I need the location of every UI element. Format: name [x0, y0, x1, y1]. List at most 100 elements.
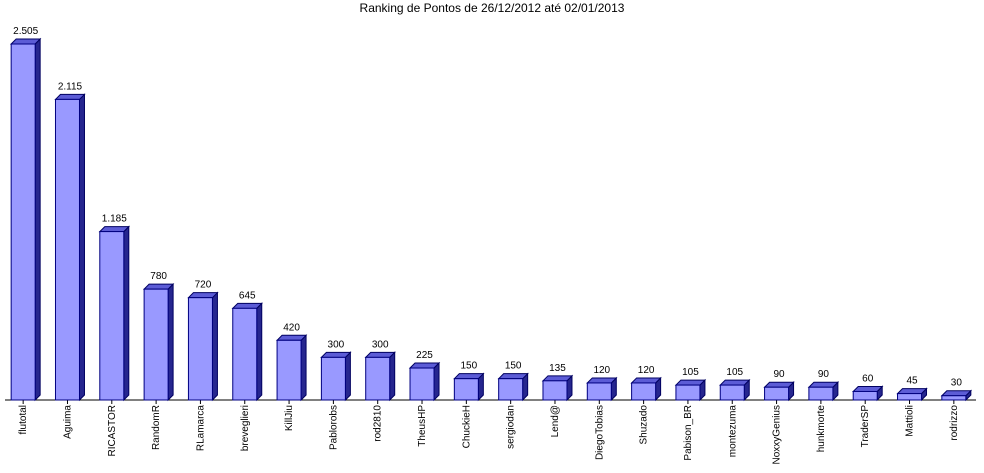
bar-top: [719, 379, 751, 386]
x-tick-label: hunkmorte: [816, 405, 827, 453]
value-label: 2.115: [58, 81, 83, 92]
bar-side: [300, 334, 307, 402]
bar-top: [674, 379, 707, 386]
value-label: 60: [862, 373, 874, 384]
value-label: 45: [906, 376, 918, 387]
value-label: 120: [638, 365, 655, 376]
bar-side: [78, 93, 85, 402]
bar-top: [630, 377, 662, 384]
bar: [719, 384, 745, 401]
value-label: 645: [239, 290, 256, 301]
x-tick-label: montezuma: [727, 405, 738, 458]
bar: [764, 386, 790, 401]
bar-top: [763, 381, 795, 388]
value-label: 105: [682, 367, 699, 378]
x-tick-label: rod2810: [373, 405, 384, 442]
x-tick-label: Pablorobs: [328, 405, 339, 450]
bar-top: [9, 38, 42, 45]
value-label: 1.185: [102, 214, 127, 225]
bar-top: [541, 375, 574, 382]
x-tick-label: RandomR: [151, 405, 162, 450]
value-label: 150: [505, 361, 522, 372]
bar-top: [142, 283, 175, 290]
value-label: 150: [460, 361, 477, 372]
value-label: 105: [726, 367, 743, 378]
bar-side: [34, 37, 41, 402]
bar-side: [123, 225, 130, 402]
bar-top: [364, 351, 396, 358]
bar: [54, 98, 80, 401]
bar-side: [433, 361, 440, 402]
bar: [453, 378, 479, 401]
value-label: 2.505: [13, 26, 38, 37]
x-tick-label: Mattioli: [905, 405, 916, 437]
bar: [941, 395, 967, 401]
bar: [143, 288, 169, 401]
value-label: 135: [549, 363, 566, 374]
x-tick-label: flutotal: [18, 405, 29, 434]
value-label: 300: [328, 339, 345, 350]
bar: [276, 339, 302, 401]
bar: [409, 367, 435, 401]
bar-side: [256, 302, 263, 402]
bar: [365, 356, 391, 401]
bar-top: [851, 385, 884, 392]
x-tick-label: Aguima: [62, 405, 73, 439]
bar-side: [167, 282, 174, 402]
x-tick-label: Shuzado: [639, 405, 650, 445]
value-label: 225: [416, 350, 433, 361]
bar-top: [54, 93, 86, 100]
bar-top: [98, 226, 131, 233]
bar-top: [408, 362, 441, 369]
value-label: 90: [818, 369, 830, 380]
x-tick-label: sergiodan: [506, 405, 517, 449]
bar-side: [344, 351, 351, 402]
bar: [498, 378, 524, 401]
bar-top: [231, 302, 263, 309]
bar: [232, 307, 258, 401]
x-tick-label: RLamarca: [195, 405, 206, 452]
bar-top: [807, 381, 840, 388]
bar-top: [940, 390, 973, 397]
bar: [808, 386, 834, 401]
value-label: 120: [593, 365, 610, 376]
x-tick-label: Pabison_BR: [683, 405, 694, 461]
bar: [586, 382, 612, 401]
x-tick-label: ChuckieH: [461, 405, 472, 448]
bar-top: [896, 388, 928, 395]
value-label: 300: [372, 339, 389, 350]
bar: [675, 384, 701, 401]
bar: [10, 43, 36, 401]
bar: [852, 390, 878, 401]
x-tick-label: Lend@: [550, 405, 561, 437]
bar: [99, 231, 125, 401]
value-label: 780: [150, 271, 167, 282]
x-tick-label: DiegoTobias: [594, 405, 605, 460]
bar-top: [187, 292, 219, 299]
bar-side: [389, 351, 396, 402]
bar-top: [320, 351, 352, 358]
bar-top: [586, 377, 618, 384]
x-tick-label: KillJiu: [284, 405, 295, 431]
value-label: 90: [774, 369, 786, 380]
value-label: 30: [951, 378, 963, 389]
bar-top: [497, 373, 529, 380]
x-tick-label: RICASTOR: [107, 405, 118, 457]
bar-top: [275, 334, 308, 341]
x-tick-label: NoxxyGenius: [772, 405, 783, 464]
bar: [187, 297, 213, 401]
bar: [897, 393, 923, 401]
bar: [542, 380, 568, 401]
bar-side: [211, 291, 218, 402]
bar: [320, 356, 346, 401]
value-label: 720: [195, 280, 212, 291]
chart-title: Ranking de Pontos de 26/12/2012 até 02/0…: [360, 1, 625, 15]
x-tick-label: breveglieri: [240, 405, 251, 451]
x-tick-label: TraderSP: [860, 405, 871, 448]
bar-top: [453, 373, 485, 380]
x-tick-label: rodrizzo: [949, 405, 960, 441]
x-tick-label: TheusHP: [417, 405, 428, 447]
value-label: 420: [283, 322, 300, 333]
